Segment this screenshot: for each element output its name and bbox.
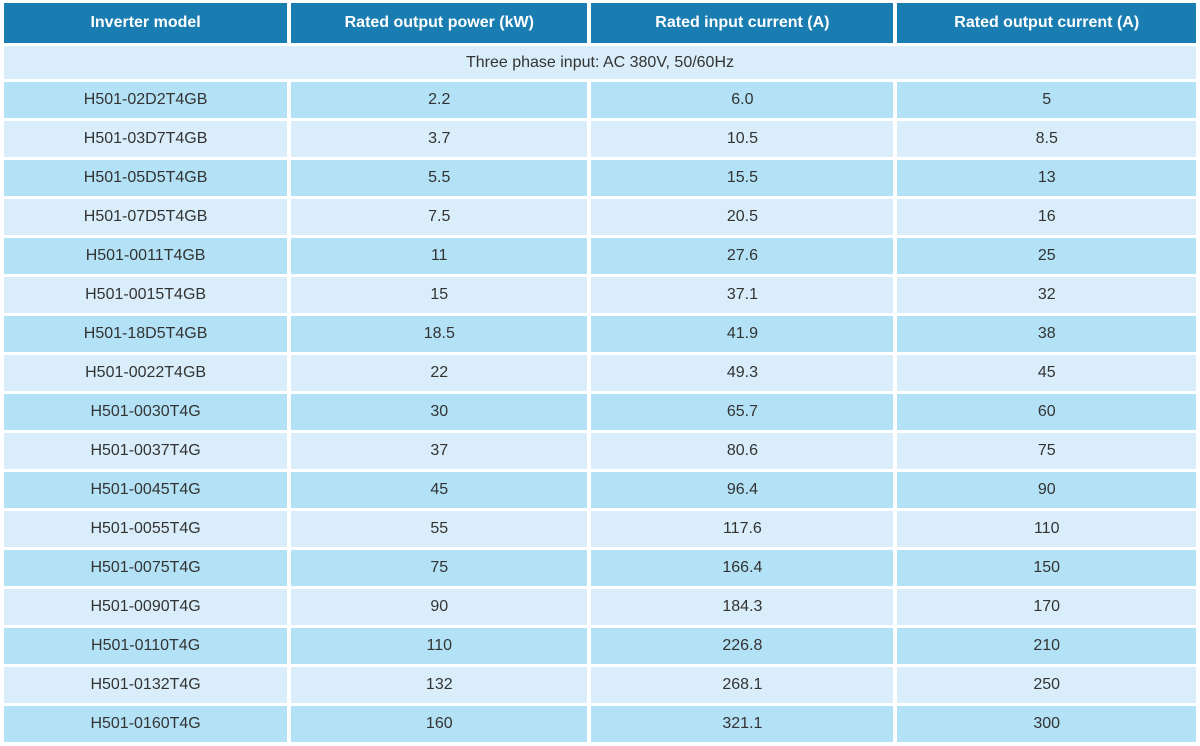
table-row: H501-0015T4GB 15 37.1 32 xyxy=(4,277,1196,313)
output-current-cell: 110 xyxy=(897,511,1196,547)
output-power-cell: 132 xyxy=(291,667,588,703)
model-cell: H501-0055T4G xyxy=(4,511,288,547)
input-current-cell: 321.1 xyxy=(591,706,894,742)
output-current-cell: 13 xyxy=(897,160,1196,196)
model-cell: H501-0015T4GB xyxy=(4,277,288,313)
output-power-cell: 11 xyxy=(291,238,588,274)
model-cell: H501-0110T4G xyxy=(4,628,288,664)
output-power-cell: 3.7 xyxy=(291,121,588,157)
output-current-cell: 5 xyxy=(897,82,1196,118)
table-row: H501-0037T4G 37 80.6 75 xyxy=(4,433,1196,469)
col-header-inverter-model: Inverter model xyxy=(4,3,288,43)
input-current-cell: 27.6 xyxy=(591,238,894,274)
output-current-cell: 38 xyxy=(897,316,1196,352)
output-power-cell: 37 xyxy=(291,433,588,469)
output-current-cell: 8.5 xyxy=(897,121,1196,157)
output-power-cell: 5.5 xyxy=(291,160,588,196)
model-cell: H501-05D5T4GB xyxy=(4,160,288,196)
model-cell: H501-0011T4GB xyxy=(4,238,288,274)
table-row: H501-0160T4G 160 321.1 300 xyxy=(4,706,1196,742)
model-cell: H501-0090T4G xyxy=(4,589,288,625)
model-cell: H501-18D5T4GB xyxy=(4,316,288,352)
section-row: Three phase input: AC 380V, 50/60Hz xyxy=(4,46,1196,79)
table-row: H501-0011T4GB 11 27.6 25 xyxy=(4,238,1196,274)
table-row: H501-18D5T4GB 18.5 41.9 38 xyxy=(4,316,1196,352)
input-current-cell: 15.5 xyxy=(591,160,894,196)
input-current-cell: 65.7 xyxy=(591,394,894,430)
model-cell: H501-02D2T4GB xyxy=(4,82,288,118)
output-power-cell: 160 xyxy=(291,706,588,742)
model-cell: H501-03D7T4GB xyxy=(4,121,288,157)
input-current-cell: 184.3 xyxy=(591,589,894,625)
table-row: H501-0045T4G 45 96.4 90 xyxy=(4,472,1196,508)
input-current-cell: 96.4 xyxy=(591,472,894,508)
output-current-cell: 16 xyxy=(897,199,1196,235)
table-row: H501-03D7T4GB 3.7 10.5 8.5 xyxy=(4,121,1196,157)
output-power-cell: 22 xyxy=(291,355,588,391)
output-current-cell: 150 xyxy=(897,550,1196,586)
table-row: H501-0022T4GB 22 49.3 45 xyxy=(4,355,1196,391)
output-power-cell: 75 xyxy=(291,550,588,586)
output-current-cell: 75 xyxy=(897,433,1196,469)
input-current-cell: 166.4 xyxy=(591,550,894,586)
output-power-cell: 15 xyxy=(291,277,588,313)
input-current-cell: 41.9 xyxy=(591,316,894,352)
output-current-cell: 300 xyxy=(897,706,1196,742)
input-current-cell: 10.5 xyxy=(591,121,894,157)
input-current-cell: 268.1 xyxy=(591,667,894,703)
table-row: H501-0030T4G 30 65.7 60 xyxy=(4,394,1196,430)
model-cell: H501-0075T4G xyxy=(4,550,288,586)
header-row: Inverter model Rated output power (kW) R… xyxy=(4,3,1196,43)
table-body: Three phase input: AC 380V, 50/60Hz H501… xyxy=(4,46,1196,742)
table-row: H501-05D5T4GB 5.5 15.5 13 xyxy=(4,160,1196,196)
model-cell: H501-0160T4G xyxy=(4,706,288,742)
table-row: H501-0055T4G 55 117.6 110 xyxy=(4,511,1196,547)
output-current-cell: 32 xyxy=(897,277,1196,313)
model-cell: H501-0132T4G xyxy=(4,667,288,703)
output-power-cell: 30 xyxy=(291,394,588,430)
output-power-cell: 110 xyxy=(291,628,588,664)
model-cell: H501-0022T4GB xyxy=(4,355,288,391)
output-current-cell: 25 xyxy=(897,238,1196,274)
col-header-rated-input-current: Rated input current (A) xyxy=(591,3,894,43)
col-header-rated-output-current: Rated output current (A) xyxy=(897,3,1196,43)
output-current-cell: 210 xyxy=(897,628,1196,664)
output-current-cell: 60 xyxy=(897,394,1196,430)
table-row: H501-0132T4G 132 268.1 250 xyxy=(4,667,1196,703)
output-power-cell: 90 xyxy=(291,589,588,625)
input-current-cell: 20.5 xyxy=(591,199,894,235)
table-row: H501-0075T4G 75 166.4 150 xyxy=(4,550,1196,586)
model-cell: H501-0037T4G xyxy=(4,433,288,469)
input-current-cell: 37.1 xyxy=(591,277,894,313)
output-power-cell: 45 xyxy=(291,472,588,508)
input-current-cell: 6.0 xyxy=(591,82,894,118)
model-cell: H501-0030T4G xyxy=(4,394,288,430)
output-current-cell: 90 xyxy=(897,472,1196,508)
phase-input-note: Three phase input: AC 380V, 50/60Hz xyxy=(4,46,1196,79)
table-row: H501-07D5T4GB 7.5 20.5 16 xyxy=(4,199,1196,235)
output-current-cell: 170 xyxy=(897,589,1196,625)
input-current-cell: 117.6 xyxy=(591,511,894,547)
input-current-cell: 49.3 xyxy=(591,355,894,391)
output-current-cell: 250 xyxy=(897,667,1196,703)
output-power-cell: 7.5 xyxy=(291,199,588,235)
output-power-cell: 2.2 xyxy=(291,82,588,118)
model-cell: H501-0045T4G xyxy=(4,472,288,508)
input-current-cell: 226.8 xyxy=(591,628,894,664)
model-cell: H501-07D5T4GB xyxy=(4,199,288,235)
output-power-cell: 55 xyxy=(291,511,588,547)
table-row: H501-0090T4G 90 184.3 170 xyxy=(4,589,1196,625)
table-row: H501-02D2T4GB 2.2 6.0 5 xyxy=(4,82,1196,118)
input-current-cell: 80.6 xyxy=(591,433,894,469)
col-header-rated-output-power: Rated output power (kW) xyxy=(291,3,588,43)
output-current-cell: 45 xyxy=(897,355,1196,391)
table-row: H501-0110T4G 110 226.8 210 xyxy=(4,628,1196,664)
output-power-cell: 18.5 xyxy=(291,316,588,352)
